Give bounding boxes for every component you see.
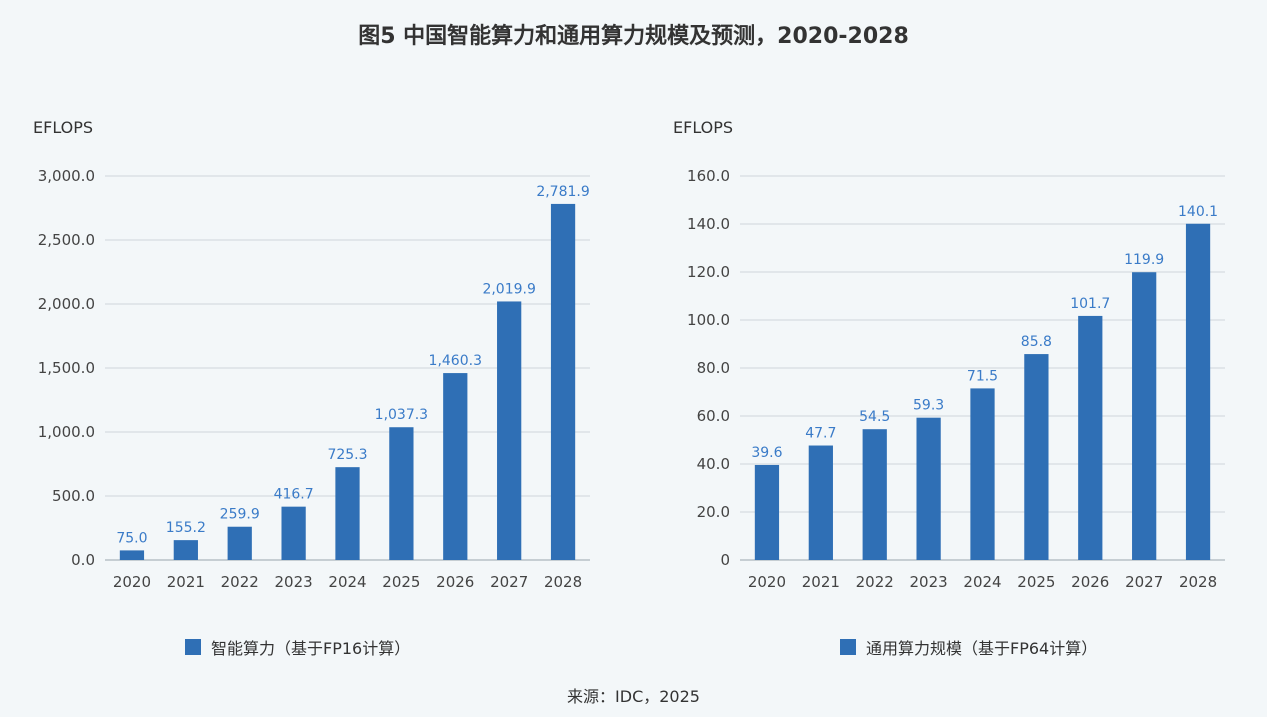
left-x-tick-label-2021: 2021 (167, 573, 205, 591)
left-x-tick-label-2024: 2024 (328, 573, 366, 591)
right-legend-swatch (840, 639, 856, 655)
right-bar-2023 (916, 417, 941, 560)
right-x-tick-label-2022: 2022 (856, 573, 894, 591)
left-bar-2023 (281, 506, 306, 560)
left-data-label-2022: 259.9 (220, 507, 260, 523)
left-bar-2020 (119, 550, 145, 560)
right-x-tick-label-2028: 2028 (1179, 573, 1217, 591)
left-x-tick-label-2020: 2020 (113, 573, 151, 591)
right-x-tick-label-2021: 2021 (802, 573, 840, 591)
right-bar-2021 (808, 445, 833, 560)
right-y-tick-label: 120.0 (687, 263, 730, 281)
right-bar-2024 (970, 388, 995, 560)
left-bar-2021 (173, 540, 198, 560)
right-data-label-2027: 119.9 (1124, 252, 1164, 268)
source-note: 来源：IDC，2025 (567, 687, 700, 706)
left-data-label-2021: 155.2 (166, 520, 206, 536)
right-data-label-2025: 85.8 (1021, 334, 1052, 350)
left-y-tick-label: 2,000.0 (38, 295, 95, 313)
left-x-tick-label-2022: 2022 (221, 573, 259, 591)
right-data-label-2023: 59.3 (913, 398, 944, 414)
right-x-tick-label-2023: 2023 (910, 573, 948, 591)
right-bar-2020 (754, 464, 780, 560)
right-y-tick-label: 20.0 (697, 503, 730, 521)
right-data-label-2028: 140.1 (1178, 204, 1218, 220)
right-bar-2025 (1024, 354, 1049, 560)
left-data-label-2027: 2,019.9 (482, 281, 535, 297)
left-bar-2022 (227, 526, 252, 560)
left-bar-2027 (497, 301, 522, 560)
left-x-tick-label-2028: 2028 (544, 573, 582, 591)
right-data-label-2021: 47.7 (805, 426, 836, 442)
right-chart-panel: EFLOPS 0 20.0 40.0 60.0 80.0 100.0 120.0 140.0 1… (640, 110, 1240, 670)
right-x-tick-label-2020: 2020 (748, 573, 786, 591)
right-y-tick-label: 160.0 (687, 167, 730, 185)
left-data-label-2020: 75.0 (116, 530, 147, 546)
left-data-label-2023: 416.7 (274, 487, 314, 503)
left-data-label-2028: 2,781.9 (536, 184, 589, 200)
left-data-label-2026: 1,460.3 (429, 353, 482, 369)
right-y-tick-label: 100.0 (687, 311, 730, 329)
right-chart: 0 20.0 40.0 60.0 80.0 100.0 120.0 140.0 160.0 39.… (687, 167, 1225, 591)
right-legend-label: 通用算力规模（基于FP64计算） (866, 639, 1098, 658)
chart-title: 图5 中国智能算力和通用算力规模及预测，2020-2028 (358, 24, 909, 49)
left-bar-2026 (443, 373, 468, 560)
right-legend: 通用算力规模（基于FP64计算） (840, 635, 1097, 659)
left-x-tick-label-2025: 2025 (382, 573, 420, 591)
left-bar-2025 (389, 427, 414, 560)
left-y-tick-label: 500.0 (52, 487, 95, 505)
right-bar-2022 (862, 429, 887, 560)
left-chart: 0.0 500.0 1,000.0 1,500.0 2,000.0 2,500.0 3,00… (38, 167, 590, 591)
right-x-tick-label-2027: 2027 (1125, 573, 1163, 591)
right-x-tick-label-2024: 2024 (963, 573, 1001, 591)
left-y-tick-label: 0.0 (71, 551, 95, 569)
left-x-tick-label-2027: 2027 (490, 573, 528, 591)
left-data-label-2024: 725.3 (327, 447, 367, 463)
left-data-label-2025: 1,037.3 (375, 407, 428, 423)
right-data-label-2024: 71.5 (967, 368, 998, 384)
left-legend: 智能算力（基于FP16计算） (185, 635, 410, 659)
left-legend-label: 智能算力（基于FP16计算） (211, 639, 411, 658)
right-data-label-2020: 39.6 (751, 445, 782, 461)
left-y-tick-label: 1,500.0 (38, 359, 95, 377)
right-y-tick-label: 60.0 (697, 407, 730, 425)
left-x-tick-label-2023: 2023 (275, 573, 313, 591)
left-y-tick-label: 3,000.0 (38, 167, 95, 185)
right-data-label-2022: 54.5 (859, 409, 890, 425)
right-bar-2028 (1185, 223, 1211, 560)
left-legend-swatch (185, 639, 201, 655)
left-chart-panel: EFLOPS 0.0 500.0 1,000.0 1,500.0 2,000.0 2,50… (0, 110, 600, 670)
right-x-tick-label-2025: 2025 (1017, 573, 1055, 591)
right-y-tick-label: 0 (720, 551, 730, 569)
left-bar-2024 (335, 467, 360, 560)
right-data-label-2026: 101.7 (1070, 296, 1110, 312)
right-y-tick-label: 140.0 (687, 215, 730, 233)
right-y-tick-label: 40.0 (697, 455, 730, 473)
left-y-tick-label: 1,000.0 (38, 423, 95, 441)
right-y-tick-label: 80.0 (697, 359, 730, 377)
right-bar-2026 (1078, 315, 1103, 560)
left-y-unit: EFLOPS (33, 118, 94, 137)
left-y-tick-label: 2,500.0 (38, 231, 95, 249)
right-x-tick-label-2026: 2026 (1071, 573, 1109, 591)
right-y-unit: EFLOPS (673, 118, 734, 137)
right-bar-2027 (1132, 272, 1157, 560)
left-bar-2028 (550, 203, 576, 560)
left-x-tick-label-2026: 2026 (436, 573, 474, 591)
